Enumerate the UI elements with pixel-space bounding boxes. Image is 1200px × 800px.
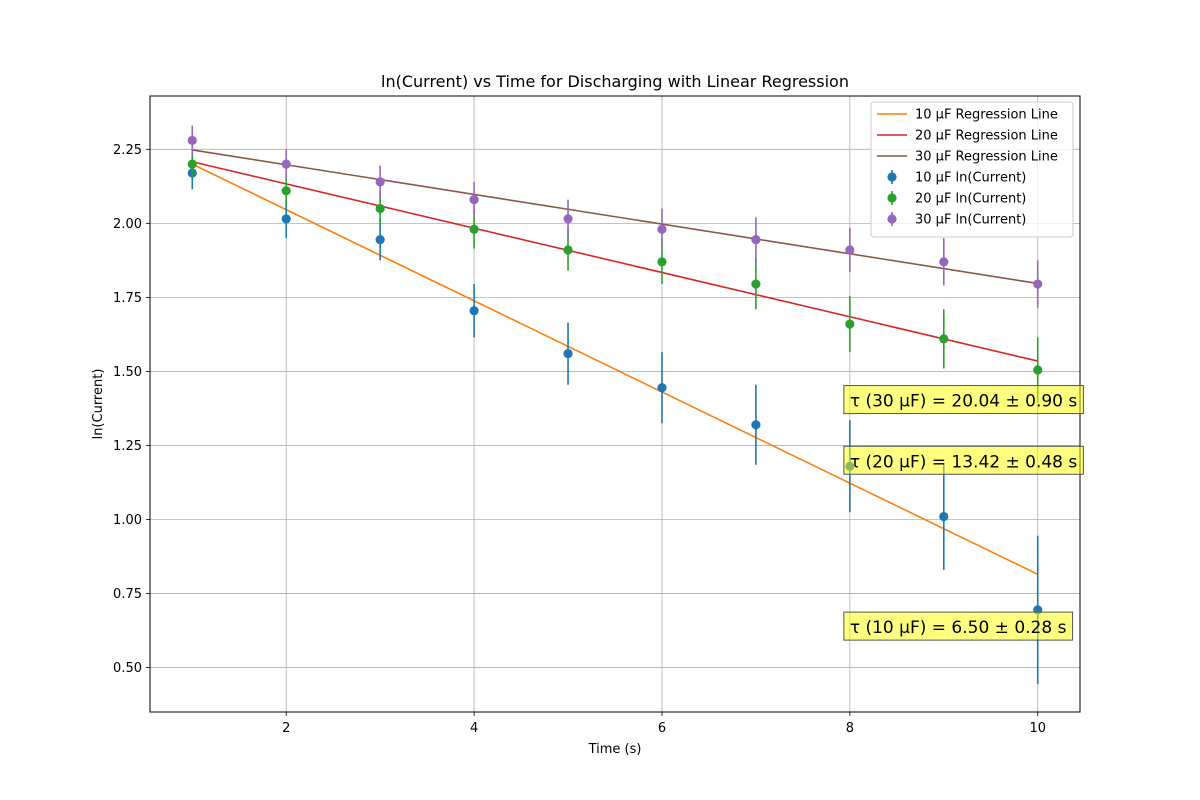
- data-point: [281, 159, 291, 169]
- legend-point-swatch: [887, 193, 897, 203]
- data-point: [281, 214, 291, 224]
- data-point: [469, 306, 479, 316]
- legend-label: 20 μF ln(Current): [915, 192, 1026, 207]
- data-point: [1033, 365, 1043, 375]
- annotation-layer: τ (30 μF) = 20.04 ± 0.90 s τ (20 μF) = 13…: [843, 385, 1084, 641]
- data-point: [563, 214, 573, 224]
- data-point: [939, 334, 949, 344]
- legend-item: 20 μF ln(Current): [887, 191, 1026, 207]
- data-point: [845, 319, 855, 329]
- tau-annotation: τ (20 μF) = 13.42 ± 0.48 s: [843, 445, 1084, 475]
- data-point: [281, 186, 291, 196]
- x-tick-label: 6: [658, 721, 666, 736]
- legend-point-swatch: [887, 172, 897, 182]
- tau-annotation: τ (10 μF) = 6.50 ± 0.28 s: [843, 611, 1074, 641]
- tick-layer: 2 4 6 8 10 0.50 0.75 1.00 1.25 1.50 1.75 2.00 2.25: [113, 143, 1046, 736]
- regression-layer: [191, 149, 1039, 576]
- data-point: [469, 224, 479, 234]
- tau-annotation-text: τ (10 μF) = 6.50 ± 0.28 s: [850, 618, 1067, 638]
- legend-label: 30 μF Regression Line: [915, 150, 1058, 165]
- y-tick-label: 1.50: [113, 365, 142, 380]
- tau-annotation-text: τ (30 μF) = 20.04 ± 0.90 s: [850, 392, 1078, 412]
- y-tick-label: 1.25: [113, 439, 142, 454]
- data-point: [187, 135, 197, 146]
- chart-title: ln(Current) vs Time for Discharging with…: [381, 72, 849, 91]
- data-point: [375, 203, 385, 214]
- y-tick-label: 0.75: [113, 587, 142, 602]
- data-point: [563, 349, 573, 359]
- legend-point-swatch: [887, 214, 897, 224]
- legend-item: 10 μF Regression Line: [877, 108, 1058, 123]
- y-axis-label: ln(Current): [91, 369, 106, 440]
- data-point: [939, 511, 949, 522]
- x-tick-label: 2: [282, 721, 290, 736]
- data-point: [375, 235, 385, 245]
- data-point: [469, 195, 479, 205]
- data-point: [563, 245, 573, 255]
- y-tick-label: 0.50: [113, 661, 142, 676]
- legend-item: 20 μF Regression Line: [877, 129, 1058, 144]
- x-tick-label: 4: [470, 721, 478, 736]
- data-point: [187, 159, 197, 169]
- data-point: [657, 257, 667, 267]
- x-axis-label: Time (s): [588, 742, 642, 757]
- y-tick-label: 2.00: [113, 217, 142, 232]
- tau-annotation-box: [843, 611, 1074, 641]
- series-3: [187, 125, 1043, 308]
- y-tick-label: 2.25: [113, 143, 142, 158]
- data-point: [375, 177, 385, 187]
- legend: 10 μF Regression Line 20 μF Regression Li…: [870, 101, 1074, 238]
- tau-annotation-box: [843, 445, 1084, 475]
- y-tick-label: 1.75: [113, 291, 142, 306]
- x-tick-label: 8: [846, 721, 854, 736]
- tau-annotation-text: τ (20 μF) = 13.42 ± 0.48 s: [850, 452, 1078, 472]
- regression-line-1: [191, 163, 1039, 576]
- legend-label: 10 μF Regression Line: [915, 108, 1058, 123]
- tau-annotation-box: [843, 385, 1084, 415]
- data-point: [845, 245, 855, 255]
- data-point: [751, 279, 761, 289]
- regression-line-3: [192, 149, 1038, 285]
- legend-item: 30 μF Regression Line: [877, 150, 1058, 165]
- data-point: [1033, 279, 1043, 289]
- legend-label: 20 μF Regression Line: [915, 129, 1058, 144]
- data-point: [751, 235, 761, 245]
- legend-box: [870, 101, 1074, 238]
- data-point: [939, 257, 949, 267]
- tau-annotation: τ (30 μF) = 20.04 ± 0.90 s: [843, 385, 1084, 415]
- y-tick-label: 1.00: [113, 513, 142, 528]
- regression-line-2: [192, 160, 1038, 362]
- legend-label: 30 μF ln(Current): [915, 213, 1026, 228]
- x-tick-label: 10: [1029, 721, 1046, 736]
- legend-label: 10 μF ln(Current): [915, 171, 1026, 186]
- legend-item: 30 μF ln(Current): [887, 212, 1026, 228]
- data-point: [657, 224, 667, 234]
- data-point: [657, 383, 667, 393]
- legend-item: 10 μF ln(Current): [887, 170, 1026, 186]
- data-point: [751, 420, 761, 430]
